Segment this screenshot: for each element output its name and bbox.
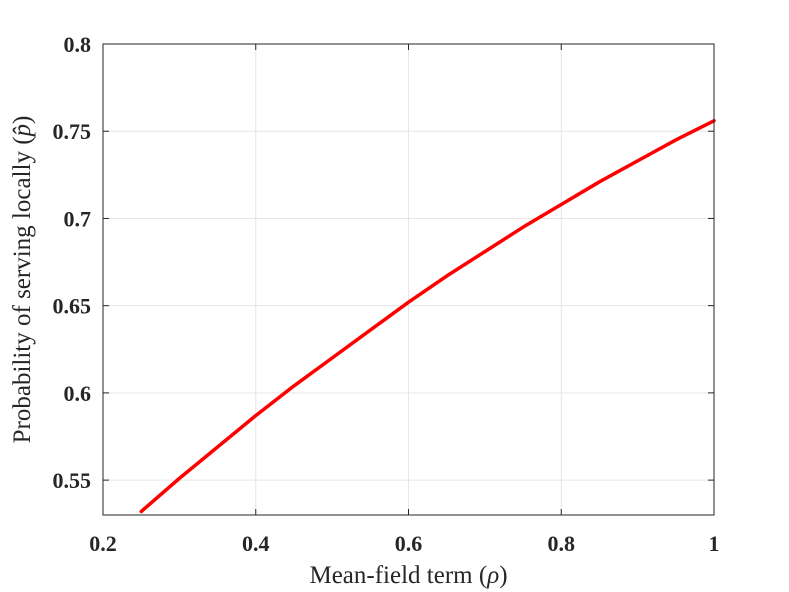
y-tick-label: 0.65 (53, 294, 92, 319)
y-tick-label: 0.75 (53, 119, 92, 144)
y-tick-label: 0.7 (64, 206, 92, 231)
y-tick-label: 0.55 (53, 468, 92, 493)
y-tick-label: 0.8 (64, 32, 92, 57)
y-tick-label: 0.6 (64, 381, 92, 406)
x-tick-label: 1 (709, 531, 720, 556)
series-layer (139, 119, 716, 514)
x-axis-label: Mean-field term (ρ) (309, 562, 507, 589)
x-tick-label: 0.8 (548, 531, 576, 556)
grid (102, 43, 715, 515)
ticks: 0.2 0.4 0.6 0.8 1 0.55 0.6 0.65 0.7 0.75 0.8 (53, 32, 720, 556)
x-tick-label: 0.4 (242, 531, 270, 556)
y-axis-label: Probability of serving locally (p̂) (9, 116, 36, 444)
x-tick-label: 0.2 (89, 531, 117, 556)
x-tick-label: 0.6 (395, 531, 423, 556)
series-line (139, 119, 716, 514)
